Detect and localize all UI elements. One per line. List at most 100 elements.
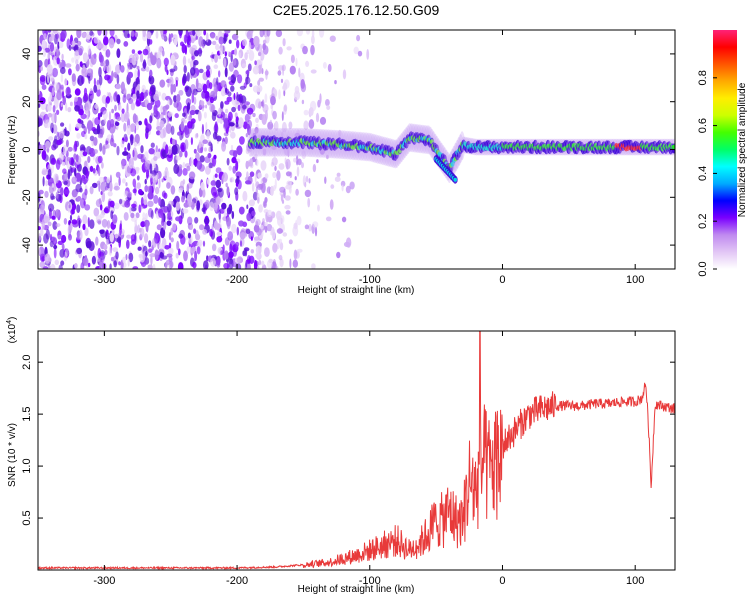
noise-blob xyxy=(63,218,68,225)
noise-blob xyxy=(288,239,293,245)
noise-blob xyxy=(105,231,108,239)
noise-blob xyxy=(82,151,88,157)
noise-blob xyxy=(241,63,247,68)
noise-blob xyxy=(77,118,82,124)
noise-blob xyxy=(136,65,140,70)
snr-plot-area xyxy=(38,331,675,570)
noise-blob xyxy=(84,204,91,211)
x-tick-label: 0 xyxy=(499,274,505,286)
x-tick-label: -300 xyxy=(93,274,115,286)
noise-blob xyxy=(147,192,154,200)
noise-blob xyxy=(203,217,210,225)
noise-blob xyxy=(153,163,156,169)
noise-blob xyxy=(255,159,259,167)
noise-blob xyxy=(315,112,320,123)
noise-blob xyxy=(314,226,318,237)
noise-blob xyxy=(280,194,284,202)
noise-blob xyxy=(236,226,239,236)
noise-blob xyxy=(107,75,113,84)
noise-blob xyxy=(118,198,123,205)
noise-blob xyxy=(124,147,127,153)
noise-blob xyxy=(101,127,105,136)
noise-blob xyxy=(101,218,108,228)
noise-blob xyxy=(135,121,139,131)
noise-blob xyxy=(80,113,87,120)
noise-blob xyxy=(116,48,121,59)
noise-blob xyxy=(228,165,232,171)
noise-blob xyxy=(120,65,125,73)
noise-blob xyxy=(262,43,267,51)
noise-blob xyxy=(191,92,195,104)
noise-blob xyxy=(156,57,162,69)
noise-blob xyxy=(236,256,243,264)
noise-blob xyxy=(232,150,238,159)
noise-blob xyxy=(129,62,133,70)
noise-blob xyxy=(116,260,119,265)
spectrogram-ridge xyxy=(247,123,675,184)
noise-blob xyxy=(186,105,189,113)
noise-blob xyxy=(256,228,262,236)
noise-blob xyxy=(95,236,99,246)
noise-blob xyxy=(60,260,65,266)
noise-blob xyxy=(71,40,76,47)
noise-blob xyxy=(69,223,73,231)
noise-blob xyxy=(56,90,62,101)
noise-blob xyxy=(236,39,240,49)
noise-blob xyxy=(175,76,179,83)
noise-blob xyxy=(147,264,153,269)
noise-blob xyxy=(225,108,229,114)
noise-blob xyxy=(168,247,174,255)
noise-blob xyxy=(98,51,103,63)
noise-blob xyxy=(256,85,263,93)
noise-blob xyxy=(170,83,174,95)
noise-blob xyxy=(75,183,82,193)
noise-blob xyxy=(38,247,41,256)
spectrogram-x-label: Height of straight line (km) xyxy=(298,285,415,296)
noise-blob xyxy=(122,151,129,156)
noise-blob xyxy=(112,214,118,224)
y-tick-label: 1.0 xyxy=(21,458,33,473)
noise-blob xyxy=(40,65,43,72)
noise-blob xyxy=(178,248,181,256)
noise-blob xyxy=(305,30,311,35)
noise-blob xyxy=(227,231,234,241)
noise-blob xyxy=(140,145,144,154)
noise-blob xyxy=(68,68,72,76)
noise-blob xyxy=(303,120,309,131)
noise-blob xyxy=(244,52,248,61)
noise-blob xyxy=(278,46,283,55)
noise-blob xyxy=(74,105,80,112)
noise-blob xyxy=(93,84,98,94)
noise-blob xyxy=(216,77,219,86)
noise-blob xyxy=(84,188,88,196)
noise-blob xyxy=(341,216,347,223)
noise-blob xyxy=(203,260,209,269)
noise-blob xyxy=(61,53,64,61)
noise-blob xyxy=(177,262,184,269)
noise-blob xyxy=(195,233,201,241)
noise-blob xyxy=(273,154,276,164)
noise-blob xyxy=(152,263,156,269)
noise-blob xyxy=(44,47,50,53)
noise-blob xyxy=(240,95,247,104)
ridge-core xyxy=(450,161,455,167)
noise-blob xyxy=(278,254,283,261)
noise-blob xyxy=(216,135,222,142)
noise-blob xyxy=(189,224,193,230)
noise-blob xyxy=(242,190,248,202)
noise-blob xyxy=(76,30,82,39)
noise-blob xyxy=(245,180,252,185)
noise-blob xyxy=(298,67,301,78)
noise-blob xyxy=(170,125,175,135)
noise-blob xyxy=(289,258,292,269)
noise-blob xyxy=(159,120,165,128)
noise-blob xyxy=(243,121,248,130)
noise-blob xyxy=(156,126,162,131)
noise-blob xyxy=(90,54,97,65)
noise-blob xyxy=(166,203,172,213)
noise-blob xyxy=(84,133,88,140)
noise-blob xyxy=(52,30,58,34)
noise-blob xyxy=(148,148,155,155)
noise-blob xyxy=(234,48,238,56)
noise-blob xyxy=(196,246,201,255)
